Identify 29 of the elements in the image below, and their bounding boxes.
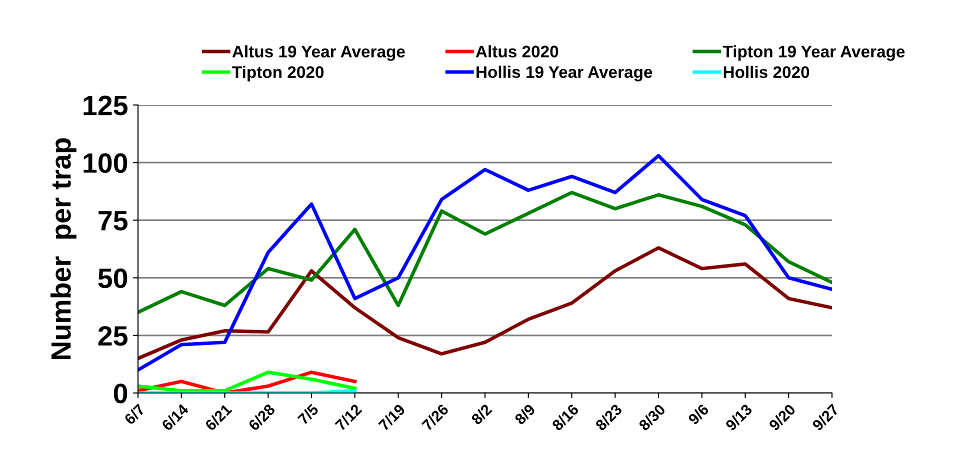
y-tick-label: 50 <box>98 268 128 288</box>
line-series <box>138 246 832 360</box>
legend-label: Altus 19 Year Average <box>232 45 405 61</box>
legend-label: Hollis 19 Year Average <box>476 66 652 82</box>
x-tick-label: 7/12 <box>334 403 362 432</box>
x-tick-label: 9/20 <box>768 403 796 432</box>
legend-label: Tipton 2020 <box>232 66 324 82</box>
x-tick-label: 6/21 <box>204 403 232 432</box>
x-tick-label: 8/9 <box>514 403 536 426</box>
legend-label: Tipton 19 Year Average <box>722 45 905 61</box>
y-tick-label: 25 <box>98 326 128 346</box>
line-series <box>138 190 832 314</box>
y-axis-title: Number per trap <box>50 138 76 360</box>
x-tick-label: 7/26 <box>421 403 450 432</box>
x-tick-label: 6/7 <box>123 403 146 426</box>
line-series <box>138 154 832 372</box>
x-tick-label: 6/28 <box>247 403 276 432</box>
legend-label: Altus 2020 <box>476 45 558 58</box>
x-tick-label: 7/19 <box>378 403 406 432</box>
legend-label: Hollis 2020 <box>724 66 810 78</box>
y-tick-label: 75 <box>98 211 128 231</box>
x-tick-label: 9/13 <box>724 403 753 432</box>
x-tick-label: 9/6 <box>687 403 710 426</box>
x-tick-label: 8/30 <box>638 403 666 432</box>
y-tick-label: 0 <box>114 384 128 404</box>
y-tick-label: 100 <box>84 153 128 173</box>
x-tick-label: 7/5 <box>296 403 320 426</box>
y-tick-label: 125 <box>84 96 128 116</box>
x-tick-label: 8/2 <box>470 403 493 426</box>
